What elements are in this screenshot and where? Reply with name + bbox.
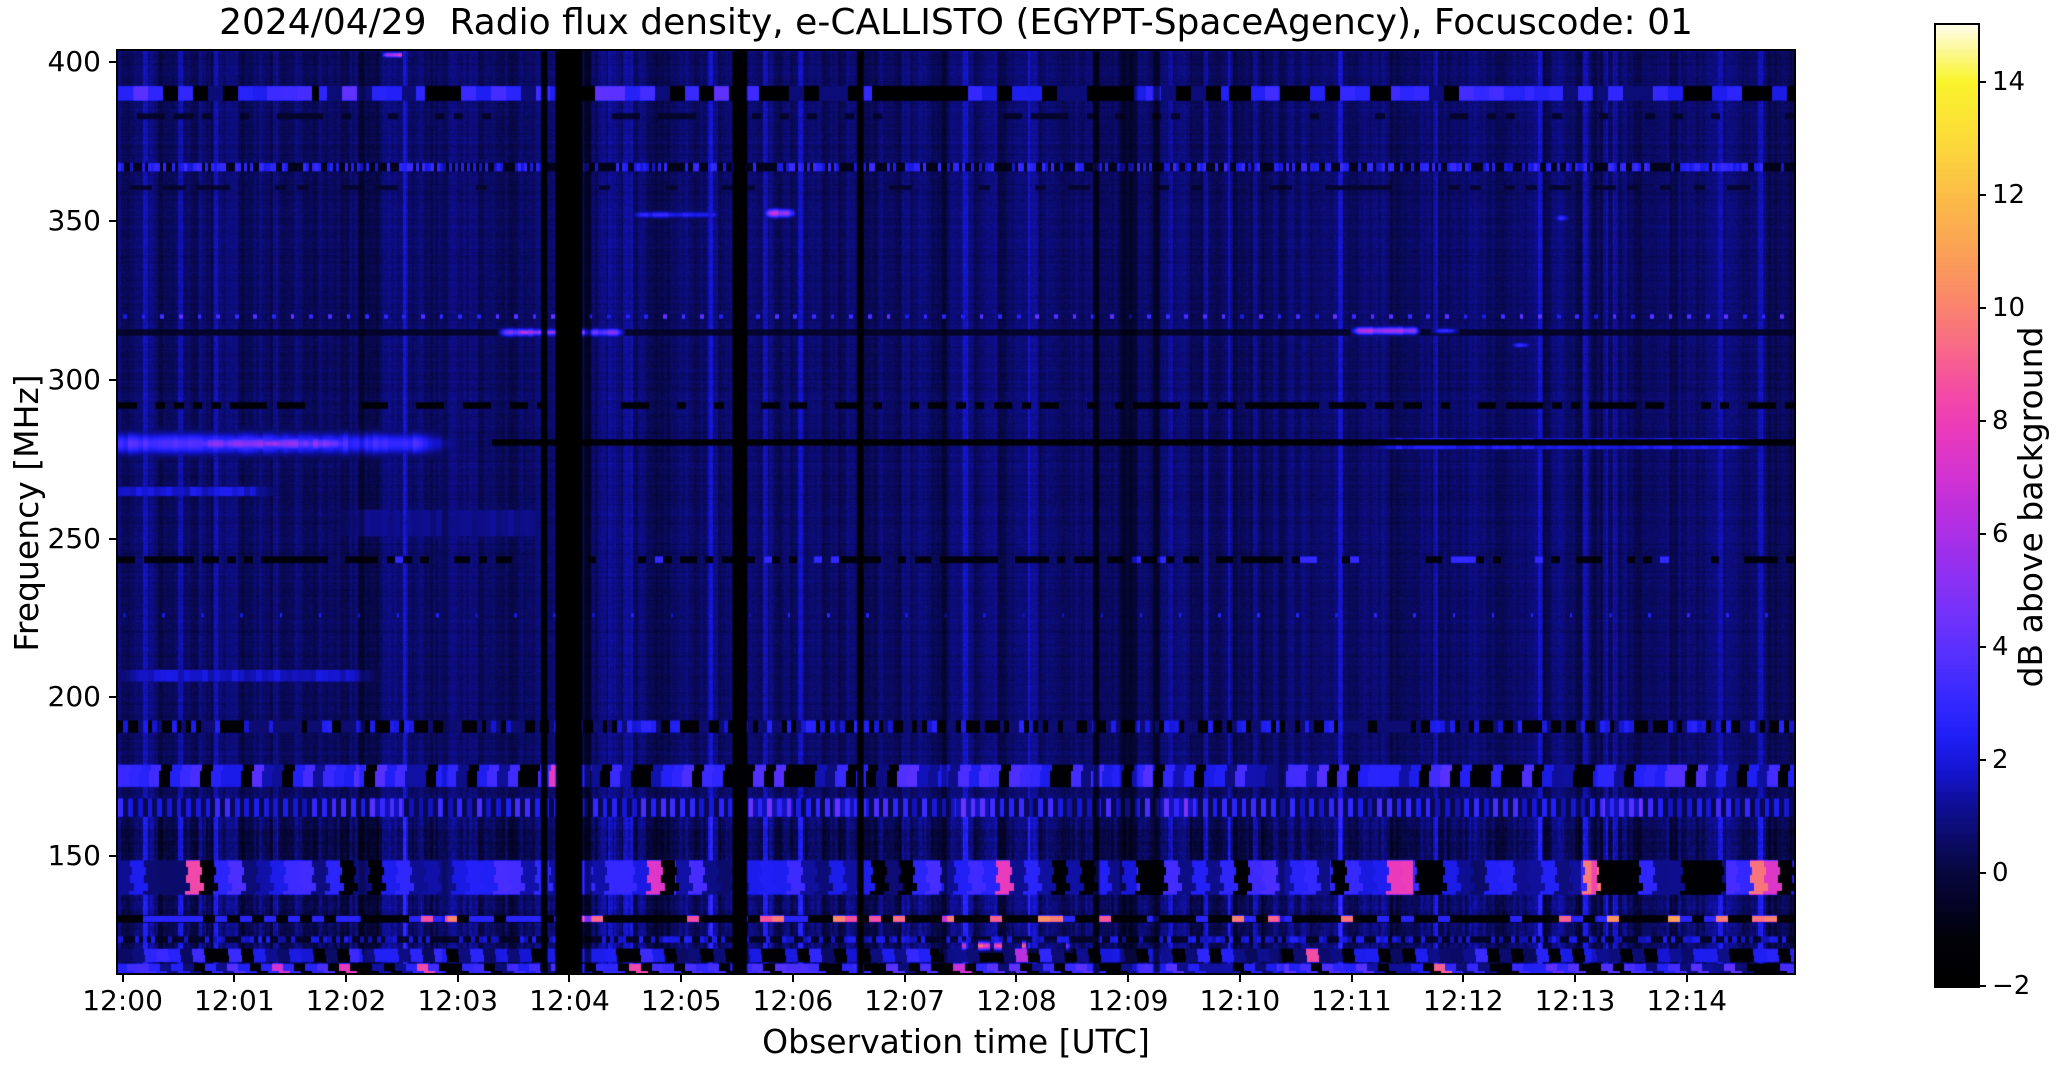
x-tick-mark [568,973,571,982]
x-tick-mark [233,973,236,982]
x-tick-mark [345,973,348,982]
y-tick-mark [109,855,118,858]
x-tick-label: 12:13 [1534,984,1616,1017]
x-tick-mark [1573,973,1576,982]
colorbar-tick-label: 10 [1992,292,2026,323]
colorbar-tick-mark [1978,645,1986,648]
y-tick-mark [109,537,118,540]
y-tick-mark [109,696,118,699]
colorbar-tick-label: 4 [1992,631,2009,662]
x-tick-mark [1015,973,1018,982]
x-tick-label: 12:02 [305,984,387,1017]
colorbar-tick-label: 6 [1992,518,2009,549]
chart-title: 2024/04/29 Radio flux density, e-CALLIST… [219,2,1693,43]
y-tick-mark [109,60,118,63]
x-tick-label: 12:07 [864,984,945,1017]
x-tick-mark [1127,973,1130,982]
colorbar-tick-label: 0 [1992,857,2009,888]
colorbar-label: dB above background [2011,326,2050,688]
colorbar-tick-label: −2 [1992,971,2031,1001]
x-tick-label: 12:03 [417,984,499,1017]
colorbar-tick-mark [1978,193,1986,196]
x-tick-mark [1350,973,1353,982]
spectrogram-canvas [118,51,1794,973]
colorbar-tick-mark [1978,985,1986,987]
x-tick-label: 12:09 [1087,984,1169,1017]
y-tick-mark [109,378,118,381]
y-axis-label: Frequency [MHz] [7,374,46,652]
colorbar-tick-label: 12 [1992,179,2026,210]
x-axis-label: Observation time [UTC] [762,1022,1150,1061]
y-tick-label: 300 [47,362,101,396]
x-tick-mark [1462,973,1465,982]
x-tick-label: 12:05 [640,984,722,1017]
colorbar-tick-mark [1978,871,1986,874]
colorbar-tick-mark [1978,532,1986,535]
y-tick-mark [109,219,118,222]
y-tick-label: 250 [47,521,101,555]
x-tick-mark [680,973,683,982]
colorbar-tick-mark [1978,419,1986,422]
x-tick-mark [456,973,459,982]
y-tick-label: 200 [47,680,101,714]
x-tick-mark [791,973,794,982]
y-tick-label: 350 [47,203,101,237]
x-tick-label: 12:00 [82,984,163,1017]
y-tick-label: 150 [47,839,101,873]
colorbar-tick-mark [1978,306,1986,309]
x-tick-mark [903,973,906,982]
x-tick-label: 12:11 [1311,984,1392,1017]
x-tick-label: 12:06 [752,984,834,1017]
x-tick-label: 12:04 [529,984,610,1017]
colorbar-tick-label: 8 [1992,405,2009,436]
x-tick-label: 12:08 [976,984,1057,1017]
x-tick-label: 12:12 [1422,984,1504,1017]
colorbar-tick-label: 14 [1992,66,2026,97]
x-tick-label: 12:14 [1646,984,1728,1017]
x-tick-mark [1685,973,1688,982]
colorbar-tick-mark [1978,80,1986,83]
x-tick-mark [1238,973,1241,982]
colorbar-gradient [1936,25,1978,986]
colorbar-tick-mark [1978,758,1986,761]
x-tick-label: 12:10 [1199,984,1281,1017]
x-tick-mark [121,973,124,982]
x-tick-label: 12:01 [193,984,275,1017]
y-tick-label: 400 [47,44,101,78]
colorbar-tick-label: 2 [1992,744,2009,775]
